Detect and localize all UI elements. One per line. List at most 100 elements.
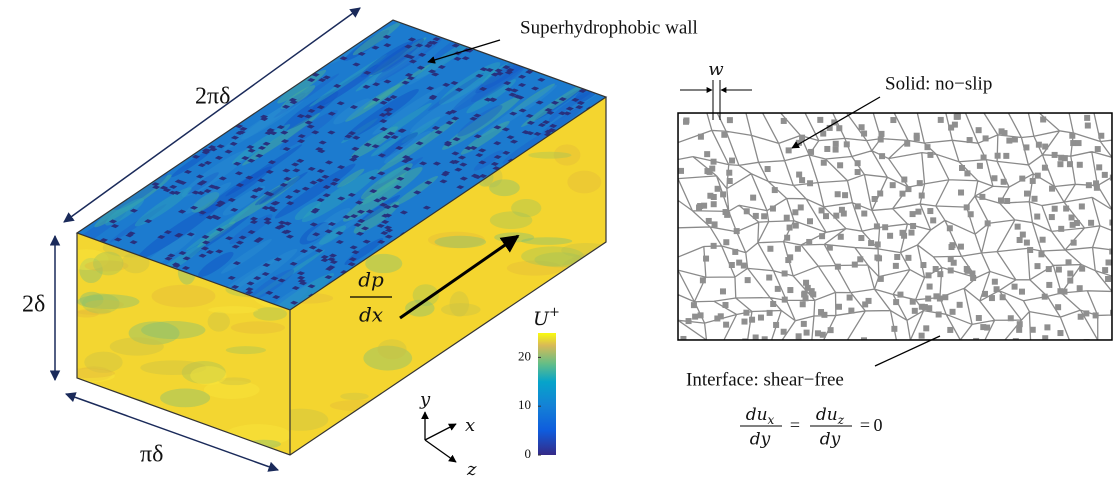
post — [685, 318, 692, 325]
post — [879, 153, 886, 160]
post — [800, 320, 807, 327]
post — [722, 302, 729, 309]
post — [1034, 263, 1041, 270]
flow-streak — [377, 339, 407, 360]
post — [1044, 324, 1051, 331]
post — [1096, 164, 1103, 171]
post — [1042, 335, 1049, 340]
post — [858, 124, 865, 131]
post — [395, 145, 404, 151]
post — [740, 262, 747, 269]
post — [478, 173, 488, 179]
post — [473, 134, 482, 139]
post — [732, 248, 739, 255]
interface-pointer — [874, 335, 941, 367]
post — [904, 140, 911, 147]
post — [270, 276, 279, 281]
post — [1011, 136, 1018, 143]
flow-streak — [329, 399, 388, 412]
post — [794, 245, 801, 252]
flow-streak — [466, 79, 516, 114]
post — [415, 141, 424, 146]
post — [916, 180, 923, 187]
post — [533, 131, 542, 136]
post — [705, 217, 712, 224]
post — [854, 169, 861, 176]
post — [781, 296, 788, 303]
post — [1105, 276, 1112, 283]
post — [563, 111, 572, 116]
post — [238, 235, 247, 240]
post — [723, 239, 730, 246]
post — [1018, 288, 1025, 295]
post — [795, 333, 802, 340]
post — [362, 84, 371, 89]
post — [818, 309, 825, 316]
post — [479, 67, 488, 72]
flow-streak — [372, 85, 446, 135]
post — [347, 262, 356, 267]
post — [1055, 266, 1062, 273]
post — [437, 64, 446, 70]
post — [927, 208, 934, 215]
post — [1088, 219, 1095, 226]
post — [1075, 140, 1082, 147]
post — [439, 179, 448, 184]
post — [710, 242, 717, 249]
post — [535, 100, 544, 105]
post — [861, 130, 868, 137]
post — [454, 167, 463, 172]
post — [231, 284, 240, 290]
flow-streak — [365, 35, 442, 87]
post — [951, 121, 958, 128]
y-axis-label: y — [419, 389, 431, 410]
flow-streak — [521, 237, 573, 245]
post — [478, 86, 488, 91]
post — [799, 301, 806, 308]
flow-streak — [290, 408, 329, 431]
post — [801, 291, 808, 298]
side-face — [290, 97, 606, 455]
post — [379, 196, 388, 201]
post — [975, 315, 982, 322]
colorbar-title: U+ — [533, 305, 560, 331]
post — [406, 76, 415, 81]
post — [202, 240, 211, 245]
flow-streak — [360, 41, 413, 78]
flow-streak — [350, 126, 398, 159]
post — [442, 82, 451, 87]
post — [469, 145, 478, 150]
post — [947, 267, 954, 274]
post — [933, 293, 940, 300]
post — [235, 240, 244, 245]
post — [164, 256, 173, 261]
post — [975, 127, 982, 134]
post — [997, 197, 1004, 204]
post — [227, 275, 236, 280]
x-axis-arrow — [424, 423, 457, 441]
post — [453, 56, 462, 61]
post — [459, 176, 468, 181]
flow-streak — [534, 252, 584, 268]
post — [110, 224, 120, 229]
post — [926, 305, 933, 312]
post — [368, 175, 377, 181]
post — [396, 176, 405, 181]
flow-streak — [380, 132, 418, 159]
flow-streak — [353, 201, 400, 234]
post — [384, 228, 394, 233]
post — [819, 331, 826, 338]
flow-streak — [225, 346, 267, 355]
post — [1058, 225, 1065, 232]
post — [1000, 178, 1007, 185]
post — [1109, 219, 1112, 226]
flow-streak — [521, 246, 585, 267]
post — [924, 144, 931, 151]
flow-streak — [253, 307, 288, 321]
post — [401, 159, 410, 164]
length-arrow — [63, 7, 361, 223]
post — [741, 318, 748, 325]
post — [892, 262, 899, 269]
post — [819, 233, 826, 240]
post — [416, 65, 425, 70]
